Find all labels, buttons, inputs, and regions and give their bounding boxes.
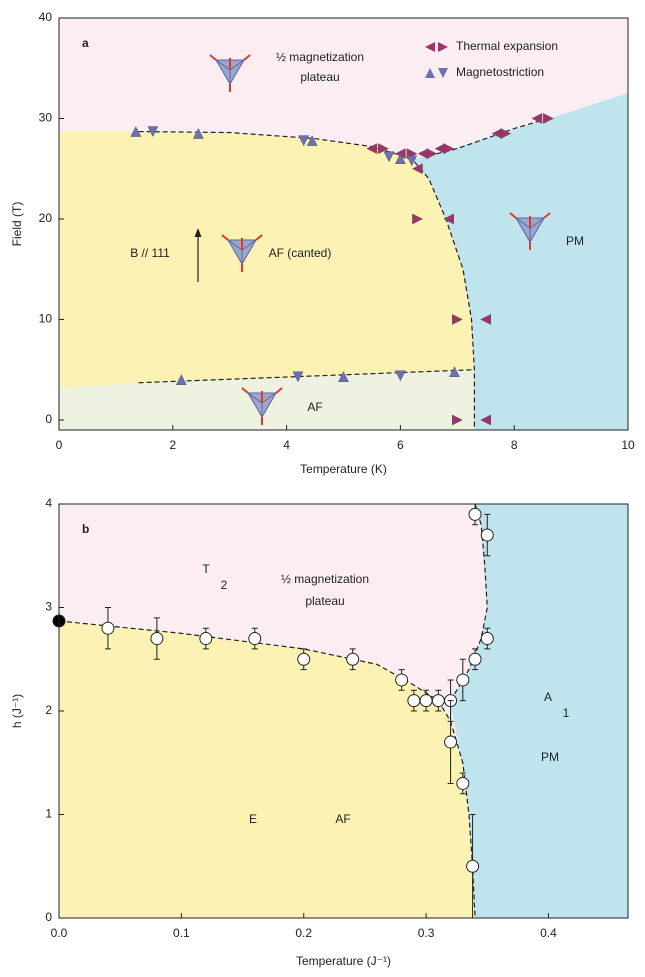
data-point [468,652,482,666]
data-point [150,632,164,646]
panel-b-phases [59,504,628,918]
y-tick-label: 10 [39,312,53,326]
data-point [378,143,389,155]
data-point [394,153,406,164]
data-point [306,135,318,146]
data-point [480,632,494,646]
x-axis-label: Temperature (K) [300,462,387,476]
data-point [443,213,455,225]
data-point [500,128,512,139]
x-tick-label: 4 [283,438,290,452]
annotation: PM [566,234,584,248]
annotation: AF [307,400,322,414]
annotation: B // 111 [130,246,170,260]
legend-label: Thermal expansion [456,39,558,53]
data-point [193,128,204,139]
data-point [383,151,395,163]
data-point [406,155,418,167]
data-point [346,652,360,666]
data-point [531,113,543,124]
data-point [292,371,304,383]
data-point [130,125,142,137]
annotation: AF [335,812,350,826]
annotation: 2 [221,578,228,592]
data-point [456,673,470,687]
annotation: plateau [300,70,339,84]
data-point [175,374,187,386]
data-point [338,371,349,382]
data-point [444,735,458,749]
y-tick-label: 4 [45,496,52,510]
phase-boundary [138,130,475,430]
y-tick-label: 0 [45,412,52,426]
data-point [480,414,491,426]
data-point [147,126,159,138]
annotation: ½ magnetization [276,50,364,64]
annotation: AF (canted) [269,246,332,260]
data-point [449,366,460,377]
data-point [426,148,438,160]
panel-label: a [82,36,89,50]
data-point [199,632,213,646]
x-tick-label: 0.3 [418,926,435,940]
plot-frame [58,17,629,431]
data-point [395,673,409,687]
legend-marker [425,42,435,52]
x-tick-label: 6 [397,438,404,452]
x-tick-label: 0.4 [540,926,557,940]
data-point [480,528,494,542]
data-point [394,370,406,382]
x-tick-label: 0.0 [51,926,68,940]
data-point [412,213,424,225]
data-point [543,113,554,124]
legend-marker [438,42,448,52]
data-point [480,314,491,325]
y-tick-label: 2 [45,703,52,717]
y-axis-label: h (J⁻¹) [10,694,24,728]
legend-marker [438,68,448,78]
annotation: A [544,690,552,704]
y-tick-label: 3 [45,600,52,614]
y-tick-label: 1 [45,807,52,821]
x-tick-label: 0.1 [173,926,190,940]
data-point [366,143,378,155]
x-tick-label: 10 [621,438,635,452]
panel-a-phases [59,18,628,430]
annotation: PM [541,750,559,764]
data-point [443,143,455,155]
annotation: plateau [305,594,344,608]
data-point [101,621,115,635]
y-tick-label: 30 [39,111,53,125]
y-tick-label: 20 [39,211,53,225]
data-point [248,632,262,646]
annotation: 1 [563,706,570,720]
x-tick-label: 0 [56,438,63,452]
x-tick-label: 8 [511,438,518,452]
data-point [431,694,445,708]
data-point [297,652,311,666]
data-point [407,694,421,708]
y-tick-label: 40 [39,10,53,24]
x-tick-label: 2 [169,438,176,452]
annotation: E [249,812,257,826]
legend-marker [425,68,435,78]
annotation: ½ magnetization [281,572,369,586]
data-point [411,163,423,175]
y-axis-label: Field (T) [10,202,24,247]
legend-label: Magnetostriction [456,65,544,79]
data-point [468,507,482,521]
data-point [419,694,433,708]
phase-boundary [450,503,488,701]
x-tick-label: 0.2 [295,926,312,940]
data-point [452,314,463,325]
x-axis-label: Temperature (J⁻¹) [296,954,391,968]
data-point [466,859,480,873]
annotation: T [202,562,210,576]
panel-label: b [82,522,89,536]
data-point [452,414,463,426]
data-point [456,776,470,790]
y-tick-label: 0 [45,910,52,924]
data-point [298,135,310,147]
